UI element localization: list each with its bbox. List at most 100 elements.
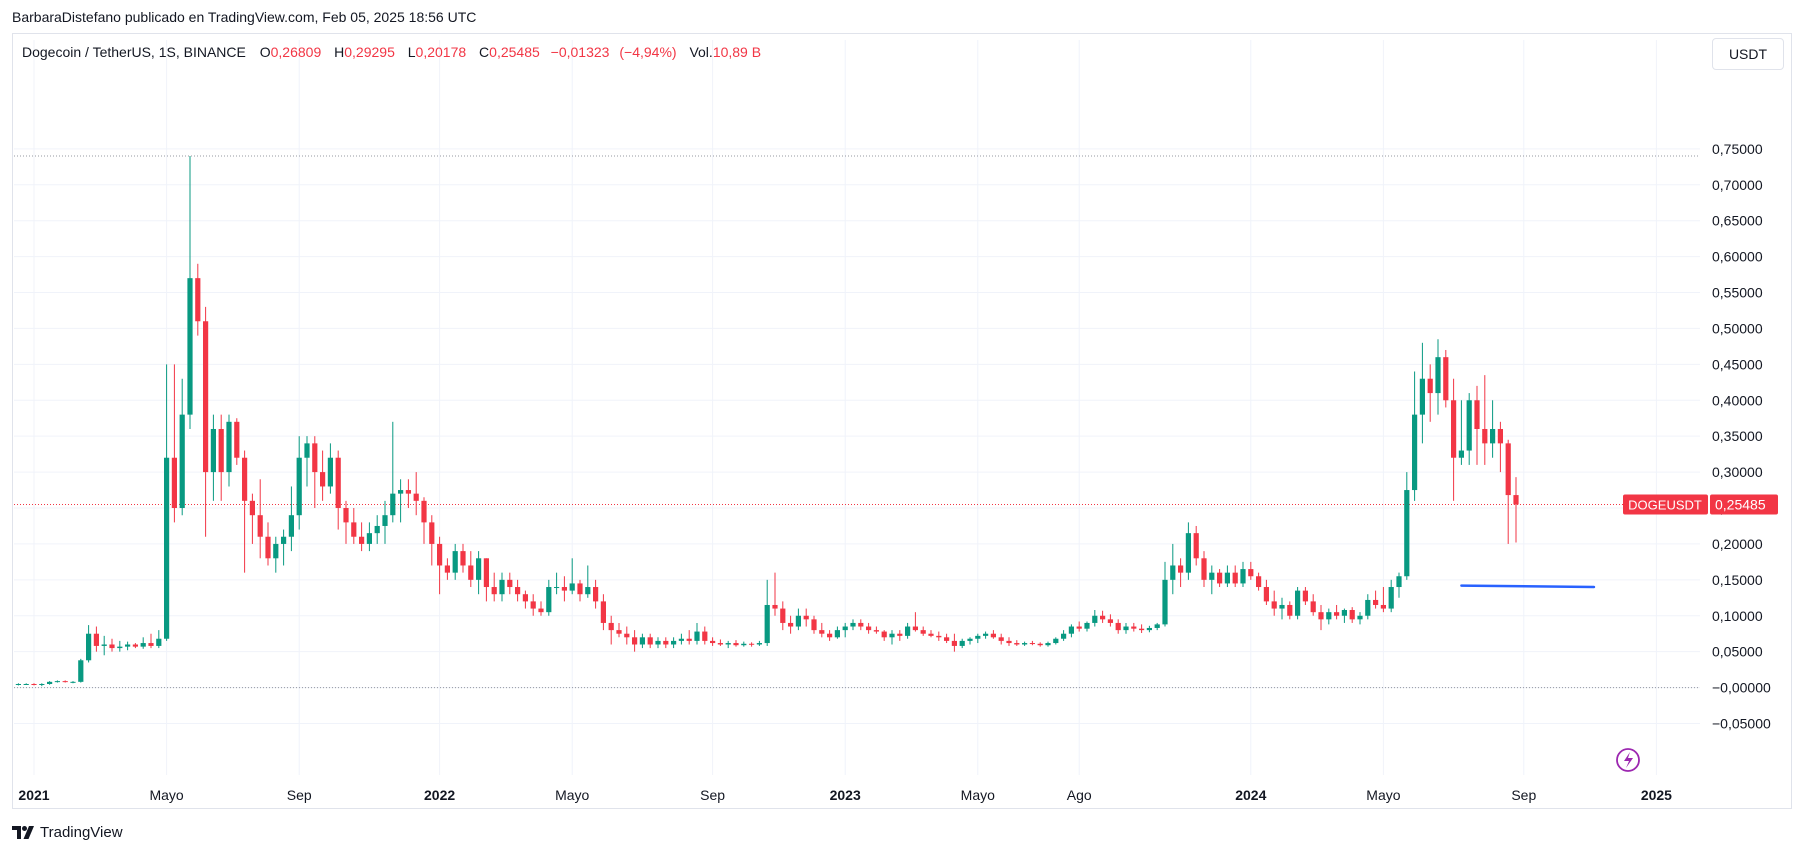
- candle[interactable]: [632, 630, 638, 652]
- candle[interactable]: [803, 608, 809, 627]
- candle[interactable]: [413, 472, 419, 516]
- candle[interactable]: [515, 579, 521, 602]
- candle[interactable]: [421, 497, 427, 544]
- candle[interactable]: [1388, 579, 1394, 613]
- candle[interactable]: [1451, 378, 1457, 501]
- candle[interactable]: [834, 626, 840, 639]
- candle[interactable]: [1131, 622, 1137, 632]
- candle[interactable]: [928, 630, 934, 638]
- candle[interactable]: [1365, 594, 1371, 620]
- candle[interactable]: [273, 536, 279, 573]
- candle[interactable]: [1053, 637, 1059, 645]
- candle[interactable]: [249, 493, 255, 544]
- candle[interactable]: [795, 608, 801, 631]
- candle[interactable]: [429, 515, 435, 566]
- candle[interactable]: [476, 551, 482, 595]
- candle[interactable]: [1084, 621, 1090, 632]
- candle[interactable]: [710, 637, 716, 646]
- candle[interactable]: [725, 640, 731, 649]
- candle[interactable]: [1154, 622, 1160, 631]
- candle[interactable]: [62, 680, 68, 683]
- candle[interactable]: [1123, 622, 1129, 634]
- candle[interactable]: [522, 590, 528, 609]
- candle[interactable]: [1334, 604, 1340, 620]
- candle[interactable]: [1217, 569, 1223, 588]
- candle[interactable]: [390, 421, 396, 523]
- candle[interactable]: [468, 551, 474, 588]
- candle[interactable]: [600, 594, 606, 631]
- candle[interactable]: [530, 594, 536, 616]
- candle[interactable]: [554, 572, 560, 595]
- candle[interactable]: [1404, 472, 1410, 580]
- candle[interactable]: [811, 615, 817, 634]
- candle[interactable]: [585, 565, 591, 598]
- candle[interactable]: [881, 630, 887, 641]
- lightning-circle-icon[interactable]: [1616, 748, 1640, 772]
- candle[interactable]: [452, 543, 458, 580]
- candle[interactable]: [1396, 572, 1402, 598]
- candle[interactable]: [1302, 587, 1308, 605]
- candle[interactable]: [780, 601, 786, 631]
- candle[interactable]: [1006, 637, 1012, 646]
- candle[interactable]: [1014, 640, 1020, 646]
- candle[interactable]: [756, 640, 762, 646]
- candle[interactable]: [1427, 364, 1433, 422]
- candle[interactable]: [764, 579, 770, 646]
- candle[interactable]: [1271, 590, 1277, 616]
- candle[interactable]: [912, 612, 918, 632]
- candle[interactable]: [920, 626, 926, 636]
- candle[interactable]: [109, 638, 115, 652]
- candle[interactable]: [788, 615, 794, 634]
- candle[interactable]: [608, 615, 614, 645]
- candle[interactable]: [31, 683, 37, 686]
- candle[interactable]: [1380, 587, 1386, 613]
- candle[interactable]: [686, 630, 692, 645]
- candle[interactable]: [975, 633, 981, 644]
- candle[interactable]: [1115, 619, 1121, 634]
- candle[interactable]: [39, 683, 45, 687]
- candle[interactable]: [1178, 558, 1184, 588]
- candle[interactable]: [1224, 565, 1230, 588]
- candle[interactable]: [54, 680, 60, 683]
- candle[interactable]: [1458, 400, 1464, 465]
- candle[interactable]: [1100, 610, 1106, 623]
- candle[interactable]: [210, 414, 216, 501]
- candle[interactable]: [944, 633, 950, 644]
- candle[interactable]: [990, 630, 996, 639]
- candle[interactable]: [187, 156, 193, 429]
- candle[interactable]: [1162, 561, 1168, 627]
- candle[interactable]: [444, 558, 450, 580]
- candle[interactable]: [1146, 625, 1152, 633]
- candle[interactable]: [1209, 565, 1215, 595]
- candle[interactable]: [639, 633, 645, 649]
- candle[interactable]: [327, 443, 333, 494]
- candle[interactable]: [148, 633, 154, 649]
- candle[interactable]: [897, 630, 903, 641]
- candle[interactable]: [647, 633, 653, 649]
- candle[interactable]: [382, 500, 388, 544]
- candle[interactable]: [951, 633, 957, 652]
- candle[interactable]: [359, 522, 365, 552]
- candle[interactable]: [101, 635, 107, 656]
- candle[interactable]: [335, 450, 341, 530]
- candle[interactable]: [1037, 642, 1043, 647]
- candle[interactable]: [702, 626, 708, 645]
- candle[interactable]: [156, 630, 162, 649]
- candle[interactable]: [195, 263, 201, 336]
- candle[interactable]: [1490, 400, 1496, 458]
- candle[interactable]: [671, 637, 677, 649]
- candle[interactable]: [819, 622, 825, 638]
- candle[interactable]: [538, 601, 544, 616]
- candle[interactable]: [1068, 624, 1074, 638]
- candle[interactable]: [1287, 601, 1293, 620]
- candle[interactable]: [1045, 641, 1051, 647]
- candle[interactable]: [1022, 641, 1028, 646]
- candle[interactable]: [351, 508, 357, 544]
- candle[interactable]: [405, 479, 411, 509]
- candle[interactable]: [1466, 393, 1472, 465]
- candle[interactable]: [70, 681, 76, 684]
- candle[interactable]: [1357, 612, 1363, 625]
- candle[interactable]: [873, 626, 879, 634]
- candle[interactable]: [1373, 590, 1379, 609]
- candle[interactable]: [866, 622, 872, 634]
